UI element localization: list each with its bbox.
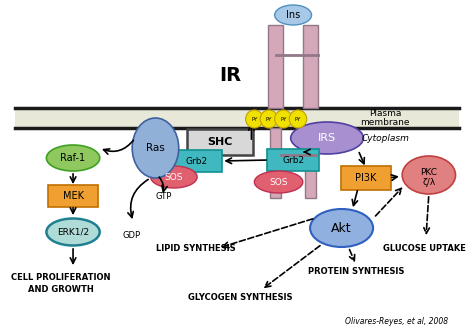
Text: Raf-1: Raf-1 [61,153,86,163]
Ellipse shape [275,5,311,25]
Text: Ins: Ins [286,10,300,20]
Circle shape [260,110,278,128]
Bar [15,108,459,128]
Bar [303,25,319,108]
Ellipse shape [151,166,197,188]
Text: CELL PROLIFERATION: CELL PROLIFERATION [11,274,110,283]
FancyBboxPatch shape [48,185,98,207]
Text: SOS: SOS [164,173,183,182]
Text: GLYCOGEN SYNTHESIS: GLYCOGEN SYNTHESIS [188,292,292,301]
Text: PY: PY [295,117,301,122]
Text: Ras: Ras [146,143,165,153]
Text: ζ/λ: ζ/λ [422,178,436,187]
FancyBboxPatch shape [267,149,319,171]
Text: PKC: PKC [420,168,438,177]
Text: AND GROWTH: AND GROWTH [27,286,93,294]
Text: PROTEIN SYNTHESIS: PROTEIN SYNTHESIS [308,268,404,277]
Circle shape [275,110,292,128]
Ellipse shape [46,218,100,245]
Text: IR: IR [219,65,241,85]
Text: LIPID SYNTHESIS: LIPID SYNTHESIS [156,243,236,253]
Bar [270,128,282,198]
Text: PY: PY [280,117,287,122]
Text: Grb2: Grb2 [282,155,304,164]
Text: IRS: IRS [318,133,336,143]
Text: SHC: SHC [208,137,233,147]
Ellipse shape [402,156,456,194]
Text: Plasma: Plasma [369,109,401,118]
FancyBboxPatch shape [187,129,254,155]
Bar [305,128,316,198]
Text: ERK1/2: ERK1/2 [57,227,89,236]
Ellipse shape [291,122,364,154]
Text: GTP: GTP [156,192,173,201]
Bar [268,25,283,108]
Text: Olivares-Reyes, et al, 2008: Olivares-Reyes, et al, 2008 [345,317,448,326]
Text: PY: PY [251,117,257,122]
Ellipse shape [132,118,179,178]
Text: membrane: membrane [360,118,410,126]
Circle shape [289,110,307,128]
Text: GLUCOSE UPTAKE: GLUCOSE UPTAKE [383,243,465,253]
Circle shape [246,110,263,128]
Ellipse shape [310,209,373,247]
Ellipse shape [255,171,303,193]
Text: PY: PY [266,117,272,122]
Text: PI3K: PI3K [355,173,376,183]
FancyBboxPatch shape [170,150,222,172]
Ellipse shape [46,145,100,171]
Text: Grb2: Grb2 [185,156,207,165]
Text: Cytoplasm: Cytoplasm [361,133,409,142]
Text: GDP: GDP [122,230,140,239]
FancyBboxPatch shape [341,166,391,190]
Text: Akt: Akt [331,221,352,234]
Text: MEK: MEK [63,191,83,201]
Text: SOS: SOS [269,178,288,187]
